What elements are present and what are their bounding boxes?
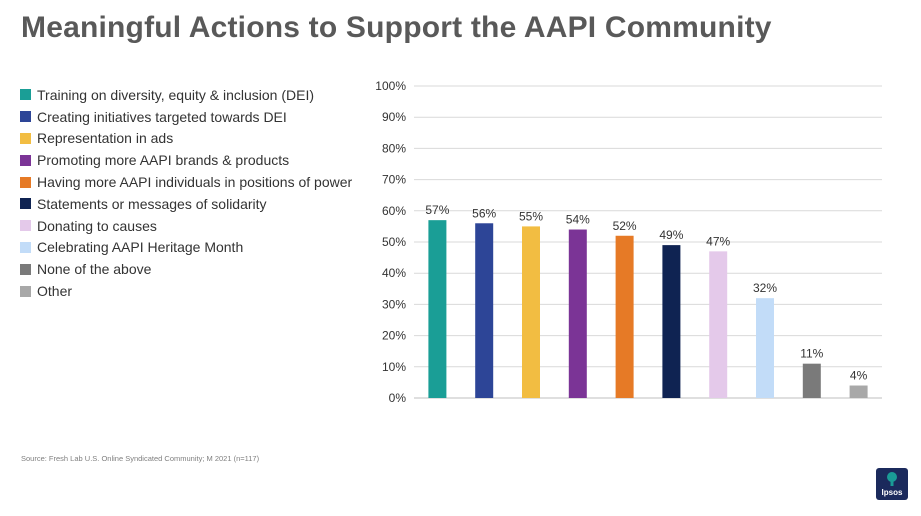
data-label: 4% — [850, 369, 868, 383]
legend-swatch — [20, 132, 31, 144]
legend-item: Training on diversity, equity & inclusio… — [20, 84, 352, 106]
data-label: 54% — [566, 213, 590, 227]
data-label: 55% — [519, 209, 543, 223]
y-tick-label: 100% — [375, 79, 406, 93]
data-label: 56% — [472, 206, 496, 220]
source-note: Source: Fresh Lab U.S. Online Syndicated… — [21, 454, 260, 463]
legend-label: Creating initiatives targeted towards DE… — [37, 108, 287, 125]
bar — [428, 220, 447, 398]
logo-text: Ipsos — [881, 488, 903, 497]
bar — [568, 229, 587, 398]
bar — [849, 385, 868, 398]
y-tick-label: 80% — [382, 141, 406, 155]
y-tick-label: 20% — [382, 329, 406, 343]
logo-mark-icon — [887, 472, 897, 486]
y-tick-label: 10% — [382, 360, 406, 374]
y-tick-label: 90% — [382, 110, 406, 124]
legend-swatch — [20, 111, 31, 123]
legend-swatch — [20, 285, 31, 297]
data-label: 47% — [706, 234, 730, 248]
legend-swatch — [20, 198, 31, 210]
legend-label: Representation in ads — [37, 130, 174, 147]
legend-label: Statements or messages of solidarity — [37, 195, 267, 212]
bar — [662, 245, 681, 398]
page-title: Meaningful Actions to Support the AAPI C… — [21, 11, 772, 44]
legend-item: Donating to causes — [20, 215, 352, 237]
ipsos-logo: Ipsos — [876, 468, 908, 500]
bar — [615, 235, 634, 398]
legend-label: Celebrating AAPI Heritage Month — [37, 239, 244, 256]
chart-legend: Training on diversity, equity & inclusio… — [20, 84, 352, 302]
legend-item: Representation in ads — [20, 128, 352, 150]
y-tick-label: 0% — [389, 391, 407, 405]
data-label: 11% — [800, 347, 823, 361]
legend-item: Creating initiatives targeted towards DE… — [20, 106, 352, 128]
legend-item: Other — [20, 280, 352, 302]
legend-label: Other — [37, 283, 73, 300]
legend-label: Donating to causes — [37, 217, 157, 234]
bar — [709, 251, 728, 398]
legend-swatch — [20, 220, 31, 232]
data-label: 52% — [613, 219, 637, 233]
legend-swatch — [20, 154, 31, 166]
y-tick-label: 70% — [382, 173, 406, 187]
legend-label: Promoting more AAPI brands & products — [37, 152, 290, 169]
legend-item: Celebrating AAPI Heritage Month — [20, 237, 352, 259]
legend-label: None of the above — [37, 261, 152, 278]
bar — [802, 363, 821, 398]
bar — [522, 226, 540, 398]
y-tick-label: 40% — [382, 266, 406, 280]
y-tick-label: 50% — [382, 235, 406, 249]
legend-swatch — [20, 89, 31, 101]
legend-swatch — [20, 241, 31, 253]
y-tick-label: 30% — [382, 297, 406, 311]
y-tick-label: 60% — [382, 204, 406, 218]
data-label: 57% — [425, 203, 449, 217]
legend-item: Having more AAPI individuals in position… — [20, 171, 352, 193]
legend-item: None of the above — [20, 258, 352, 280]
data-label: 32% — [753, 281, 777, 295]
bar — [756, 298, 774, 398]
legend-swatch — [20, 176, 31, 188]
legend-label: Training on diversity, equity & inclusio… — [37, 86, 314, 103]
legend-item: Statements or messages of solidarity — [20, 193, 352, 215]
data-label: 49% — [659, 228, 683, 242]
legend-item: Promoting more AAPI brands & products — [20, 149, 352, 171]
legend-label: Having more AAPI individuals in position… — [37, 174, 353, 191]
bar-chart: 0% 10% 20% 30% 40% 50% 60% 70% 80% 90% 100% 57% 56% 5… — [375, 79, 882, 405]
legend-swatch — [20, 263, 31, 275]
bar — [475, 223, 494, 398]
